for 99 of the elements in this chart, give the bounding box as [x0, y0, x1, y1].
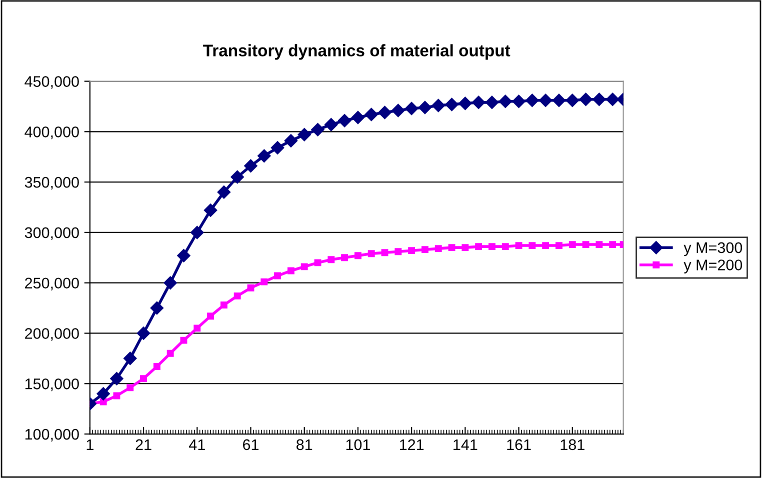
y-tick-label: 250,000 — [25, 278, 79, 290]
point — [207, 312, 214, 320]
point — [432, 98, 445, 112]
point — [177, 249, 190, 262]
y-tick-label: 100,000 — [25, 428, 79, 442]
point — [378, 106, 392, 120]
point — [394, 248, 402, 256]
point — [140, 375, 147, 382]
point — [552, 94, 566, 107]
point — [113, 392, 120, 400]
point — [314, 259, 322, 266]
point — [284, 134, 298, 148]
x-tick-label: 121 — [400, 439, 424, 450]
point — [368, 250, 375, 258]
point — [582, 241, 590, 248]
point — [126, 384, 134, 392]
point — [579, 92, 592, 106]
point — [341, 254, 348, 262]
point — [354, 252, 362, 260]
y-tick-label: 400,000 — [24, 126, 79, 140]
point — [434, 245, 442, 252]
point — [596, 241, 603, 248]
point — [592, 92, 606, 106]
x-tick-label: 41 — [188, 439, 205, 450]
point — [538, 94, 552, 107]
point — [180, 336, 188, 344]
y-tick-label: 350,000 — [24, 176, 79, 190]
point — [448, 244, 456, 252]
point — [462, 244, 469, 252]
point — [244, 159, 258, 173]
point — [204, 204, 218, 217]
point — [220, 302, 228, 308]
point — [324, 118, 338, 132]
point — [258, 149, 271, 162]
point — [512, 94, 526, 108]
x-tick-label: 181 — [560, 439, 584, 450]
point — [606, 92, 620, 106]
point — [528, 242, 536, 250]
point — [566, 94, 579, 107]
point — [136, 326, 150, 340]
point — [96, 387, 110, 400]
point — [100, 398, 107, 406]
point — [287, 267, 294, 274]
chart-title: Transitory dynamics of material output — [203, 44, 510, 60]
point — [247, 284, 254, 292]
x-tick-label: 21 — [136, 439, 152, 450]
point — [556, 242, 562, 250]
point — [234, 292, 241, 300]
point — [150, 301, 164, 315]
point — [418, 100, 432, 114]
point — [364, 108, 378, 122]
point — [526, 94, 539, 107]
x-tick-label: 101 — [346, 439, 370, 450]
x-tick-label: 161 — [507, 439, 531, 450]
point — [542, 242, 550, 250]
y-tick-label: 300,000 — [24, 227, 79, 240]
point — [408, 247, 416, 254]
point — [515, 242, 522, 250]
point — [328, 256, 335, 264]
x-tick-label: 141 — [454, 439, 478, 450]
point — [194, 324, 201, 332]
point — [404, 102, 418, 116]
point — [392, 104, 405, 118]
point — [217, 186, 231, 199]
point — [260, 278, 268, 286]
point — [381, 249, 388, 256]
point — [458, 96, 472, 110]
point — [166, 350, 174, 357]
point — [153, 363, 160, 370]
y-tick-label: 200,000 — [25, 328, 79, 341]
point — [230, 170, 244, 184]
x-tick-label: 61 — [243, 439, 258, 450]
point — [124, 352, 137, 366]
y-tick-label: 450,000 — [24, 76, 79, 89]
point — [568, 241, 576, 248]
point — [472, 96, 486, 110]
point — [488, 243, 496, 250]
point — [498, 94, 512, 108]
point — [190, 226, 204, 240]
point — [475, 243, 482, 250]
point — [421, 246, 428, 254]
legend-label: y M=300 — [684, 242, 742, 256]
y-tick-label: 150,000 — [25, 378, 79, 392]
point — [485, 96, 499, 110]
point — [609, 241, 616, 248]
point — [338, 114, 352, 128]
legend-label: y M=200 — [684, 260, 742, 274]
point — [445, 98, 458, 112]
point — [164, 276, 177, 290]
point — [298, 128, 311, 142]
point — [300, 263, 308, 270]
x-tick-label: 1 — [86, 439, 94, 450]
point — [351, 110, 365, 124]
point — [270, 141, 284, 154]
x-tick-label: 81 — [296, 439, 312, 450]
point — [311, 123, 324, 136]
point — [110, 372, 124, 386]
point — [274, 272, 282, 280]
point — [502, 243, 509, 250]
